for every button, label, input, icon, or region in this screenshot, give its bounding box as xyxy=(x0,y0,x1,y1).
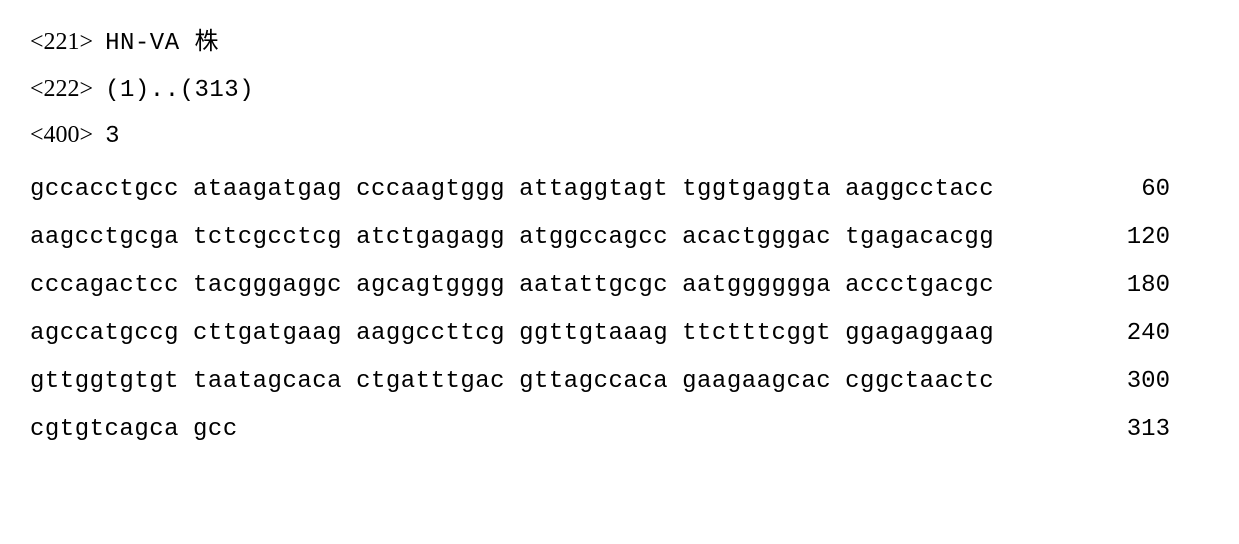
sequence-row: gttggtgtgt taatagcaca ctgatttgac gttagcc… xyxy=(30,358,1170,406)
seq-group: tgagacacgg xyxy=(845,214,994,262)
seq-group: ggttgtaaag xyxy=(519,310,668,358)
sequence-groups: agccatgccg cttgatgaag aaggccttcg ggttgta… xyxy=(30,310,994,358)
seq-group: ctgatttgac xyxy=(356,358,505,406)
sequence-position: 120 xyxy=(1080,214,1170,262)
sequence-row: aagcctgcga tctcgcctcg atctgagagg atggcca… xyxy=(30,214,1170,262)
sequence-groups: gccacctgcc ataagatgag cccaagtggg attaggt… xyxy=(30,166,994,214)
seq-group: agccatgccg xyxy=(30,310,179,358)
seq-group: aagcctgcga xyxy=(30,214,179,262)
seq-group: cgtgtcagca xyxy=(30,406,179,454)
seq-group: aaggccttcg xyxy=(356,310,505,358)
seq-group: ttctttcggt xyxy=(682,310,831,358)
sequence-position: 300 xyxy=(1080,358,1170,406)
seq-group: tacgggaggc xyxy=(193,262,342,310)
value-221: HN-VA 株 xyxy=(105,21,219,67)
header-400: <400> 3 xyxy=(30,113,1209,160)
sequence-row: agccatgccg cttgatgaag aaggccttcg ggttgta… xyxy=(30,310,1170,358)
seq-group: gccacctgcc xyxy=(30,166,179,214)
seq-group: cccagactcc xyxy=(30,262,179,310)
sequence-position: 240 xyxy=(1080,310,1170,358)
sequence-position: 313 xyxy=(1080,406,1170,454)
seq-group: gcc xyxy=(193,406,238,454)
value-222: (1)..(313) xyxy=(105,68,254,114)
value-400: 3 xyxy=(105,114,120,160)
seq-group: agcagtgggg xyxy=(356,262,505,310)
seq-group: gttggtgtgt xyxy=(30,358,179,406)
sequence-groups: cccagactcc tacgggaggc agcagtgggg aatattg… xyxy=(30,262,994,310)
seq-group: gaagaagcac xyxy=(682,358,831,406)
seq-group: aatgggggga xyxy=(682,262,831,310)
seq-group: taatagcaca xyxy=(193,358,342,406)
seq-group: acactgggac xyxy=(682,214,831,262)
seq-group: ataagatgag xyxy=(193,166,342,214)
sequence-listing: <221> HN-VA 株 <222> (1)..(313) <400> 3 g… xyxy=(0,0,1239,474)
header-222: <222> (1)..(313) xyxy=(30,67,1209,114)
tag-400: <400> xyxy=(30,113,93,159)
seq-group: tctcgcctcg xyxy=(193,214,342,262)
seq-group: cttgatgaag xyxy=(193,310,342,358)
seq-group: atctgagagg xyxy=(356,214,505,262)
sequence-row: cccagactcc tacgggaggc agcagtgggg aatattg… xyxy=(30,262,1170,310)
seq-group: aaggcctacc xyxy=(845,166,994,214)
seq-group: aatattgcgc xyxy=(519,262,668,310)
sequence-groups: gttggtgtgt taatagcaca ctgatttgac gttagcc… xyxy=(30,358,994,406)
sequence-position: 180 xyxy=(1080,262,1170,310)
seq-group: attaggtagt xyxy=(519,166,668,214)
sequence-groups: aagcctgcga tctcgcctcg atctgagagg atggcca… xyxy=(30,214,994,262)
tag-222: <222> xyxy=(30,67,93,113)
seq-group: tggtgaggta xyxy=(682,166,831,214)
sequence-row: gccacctgcc ataagatgag cccaagtggg attaggt… xyxy=(30,166,1170,214)
tag-221: <221> xyxy=(30,20,93,66)
sequence-block: gccacctgcc ataagatgag cccaagtggg attaggt… xyxy=(30,166,1209,454)
seq-group: atggccagcc xyxy=(519,214,668,262)
seq-group: ggagaggaag xyxy=(845,310,994,358)
sequence-groups: cgtgtcagca gcc xyxy=(30,406,238,454)
sequence-row: cgtgtcagca gcc 313 xyxy=(30,406,1170,454)
seq-group: cggctaactc xyxy=(845,358,994,406)
seq-group: accctgacgc xyxy=(845,262,994,310)
header-221: <221> HN-VA 株 xyxy=(30,20,1209,67)
seq-group: cccaagtggg xyxy=(356,166,505,214)
seq-group: gttagccaca xyxy=(519,358,668,406)
sequence-position: 60 xyxy=(1080,166,1170,214)
